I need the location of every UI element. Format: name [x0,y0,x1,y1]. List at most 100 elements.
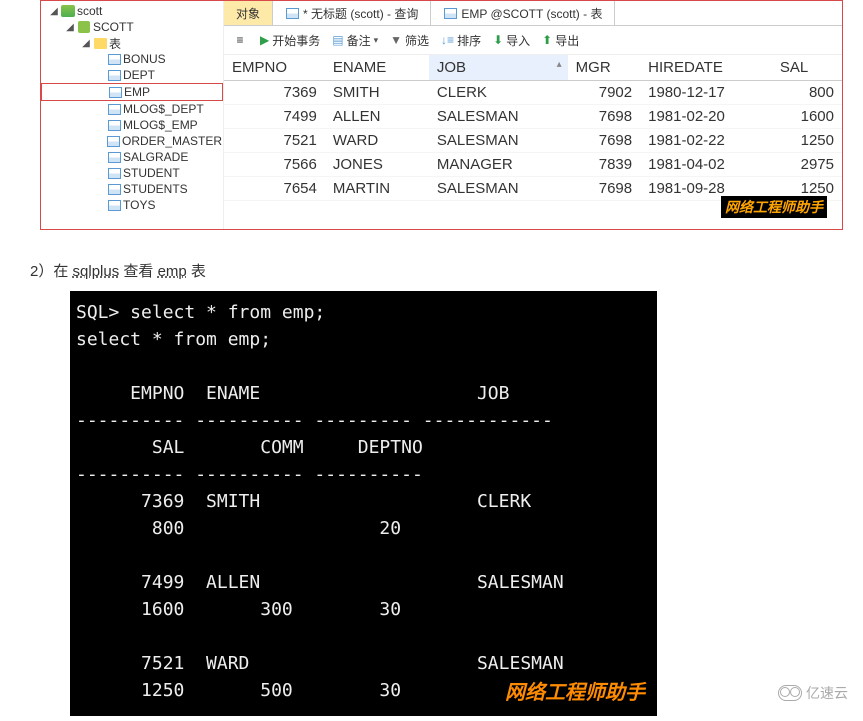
table-row[interactable]: 7521WARDSALESMAN76981981-02-221250 [224,129,842,153]
table-label: DEPT [123,68,155,82]
table-icon [108,54,121,65]
cell: JONES [325,153,429,177]
cell: ALLEN [325,105,429,129]
cell: 1250 [772,129,842,153]
cell: 7839 [568,153,640,177]
begin-transaction-button[interactable]: ▶开始事务 [260,32,320,49]
cell: SMITH [325,81,429,105]
table-icon [108,70,121,81]
cell: 7369 [224,81,325,105]
column-header-empno[interactable]: EMPNO [224,55,325,81]
tree-table-order_master[interactable]: ORDER_MASTER [41,133,223,149]
table-label: SALGRADE [123,150,188,164]
tree-table-students[interactable]: STUDENTS [41,181,223,197]
tree-table-emp[interactable]: EMP [41,83,223,101]
footer-logo: 亿速云 [778,683,848,703]
tree-table-mlog$_dept[interactable]: MLOG$_DEPT [41,101,223,117]
sqlplus-terminal: SQL> select * from emp; select * from em… [70,291,657,716]
cell: 7698 [568,177,640,201]
tab-2[interactable]: EMP @SCOTT (scott) - 表 [431,1,615,25]
object-tree: ◢ scott ◢ SCOTT ◢ 表 BONUS DEPT EMP MLOG$_DE… [41,1,224,229]
table-row[interactable]: 7566JONESMANAGER78391981-04-022975 [224,153,842,177]
cell: 1981-02-22 [640,129,772,153]
tree-schema[interactable]: ◢ SCOTT [41,19,223,35]
table-label: STUDENT [123,166,180,180]
cell: 7698 [568,129,640,153]
tree-table-student[interactable]: STUDENT [41,165,223,181]
table-icon [108,168,121,179]
tree-db[interactable]: ◢ scott [41,3,223,19]
table-icon [108,104,121,115]
table-row[interactable]: 7499ALLENSALESMAN76981981-02-201600 [224,105,842,129]
table-icon [108,184,121,195]
cell: 2975 [772,153,842,177]
cell: CLERK [429,81,568,105]
table-icon [107,136,120,147]
table-icon [286,8,299,19]
tab-0[interactable]: 对象 [224,1,273,25]
watermark: 网络工程师助手 [505,678,645,708]
table-row[interactable]: 7369SMITHCLERK79021980-12-17800 [224,81,842,105]
table-label: BONUS [123,52,166,66]
sort-button[interactable]: ↓≡排序 [441,32,481,49]
cell: 1981-02-20 [640,105,772,129]
column-header-sal[interactable]: SAL [772,55,842,81]
table-icon [108,200,121,211]
caption-text: 2）在 sqlplus 查看 emp 表 [30,260,863,281]
expand-icon[interactable]: ◢ [65,22,75,33]
cell: 1981-04-02 [640,153,772,177]
tab-1[interactable]: * 无标题 (scott) - 查询 [273,1,431,25]
cell: 800 [772,81,842,105]
table-icon [444,8,457,19]
folder-icon [94,38,107,49]
tab-label: 对象 [236,5,260,22]
cell: 7566 [224,153,325,177]
tree-table-mlog$_emp[interactable]: MLOG$_EMP [41,117,223,133]
tree-table-bonus[interactable]: BONUS [41,51,223,67]
table-icon [108,120,121,131]
cell: SALESMAN [429,177,568,201]
table-label: TOYS [123,198,155,212]
cell: 7499 [224,105,325,129]
export-button[interactable]: ⬆导出 [542,32,579,49]
cell: 7654 [224,177,325,201]
table-label: ORDER_MASTER [122,134,222,148]
toolbar: ≡ ▶开始事务 ▤备注▾ ▼筛选 ↓≡排序 ⬇导入 ⬆导出 [224,26,842,55]
column-header-mgr[interactable]: MGR [568,55,640,81]
tab-label: * 无标题 (scott) - 查询 [303,5,418,22]
column-header-job[interactable]: JOB [429,55,568,81]
tree-table-toys[interactable]: TOYS [41,197,223,213]
column-header-hiredate[interactable]: HIREDATE [640,55,772,81]
table-label: EMP [124,85,150,99]
cell: 7698 [568,105,640,129]
column-header-ename[interactable]: ENAME [325,55,429,81]
cell: 1980-12-17 [640,81,772,105]
database-icon [61,5,75,17]
cell: SALESMAN [429,129,568,153]
table-label: STUDENTS [123,182,188,196]
tree-table-salgrade[interactable]: SALGRADE [41,149,223,165]
menu-icon[interactable]: ≡ [232,32,248,48]
expand-icon[interactable]: ◢ [49,6,59,17]
cloud-icon [778,685,802,701]
cell: 1600 [772,105,842,129]
tree-table-dept[interactable]: DEPT [41,67,223,83]
watermark: 网络工程师助手 [721,196,827,218]
table-label: MLOG$_DEPT [123,102,204,116]
tree-tables-folder[interactable]: ◢ 表 [41,35,223,51]
schema-label: SCOTT [93,20,134,34]
grid-header-row: EMPNOENAMEJOBMGRHIREDATESAL [224,55,842,81]
tab-bar: 对象 * 无标题 (scott) - 查询 EMP @SCOTT (scott) -… [224,1,842,26]
expand-icon[interactable]: ◢ [81,38,91,49]
folder-label: 表 [109,35,121,52]
filter-button[interactable]: ▼筛选 [390,32,429,49]
db-label: scott [77,4,102,18]
table-label: MLOG$_EMP [123,118,198,132]
navicat-window: ◢ scott ◢ SCOTT ◢ 表 BONUS DEPT EMP MLOG$_DE… [40,0,843,230]
table-icon [108,152,121,163]
memo-button[interactable]: ▤备注▾ [332,32,378,49]
schema-icon [78,21,90,33]
import-button[interactable]: ⬇导入 [493,32,530,49]
cell: SALESMAN [429,105,568,129]
tab-label: EMP @SCOTT (scott) - 表 [461,5,602,22]
